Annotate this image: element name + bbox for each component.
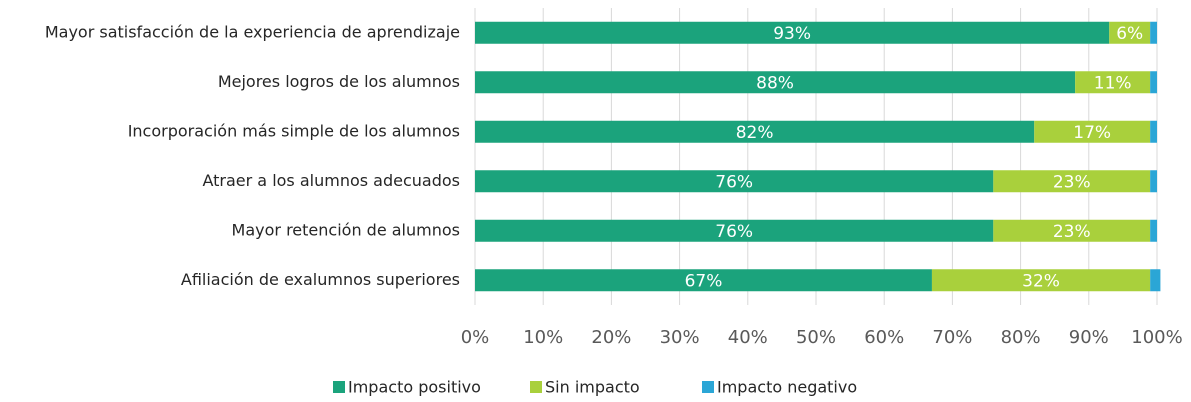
- data-label: 6%: [1116, 24, 1143, 44]
- data-label: 76%: [715, 222, 753, 242]
- data-label: 93%: [773, 24, 811, 44]
- legend-swatch: [702, 381, 714, 393]
- legend-label: Impacto negativo: [717, 378, 857, 397]
- legend-label: Impacto positivo: [348, 378, 481, 397]
- data-label: 23%: [1053, 222, 1091, 242]
- category-label: Atraer a los alumnos adecuados: [202, 171, 460, 190]
- bar-segment: [1150, 219, 1157, 242]
- bar-segment: [1150, 21, 1157, 44]
- bar-segment: [1150, 120, 1157, 143]
- x-tick-label: 20%: [591, 327, 631, 348]
- x-tick-label: 50%: [796, 327, 836, 348]
- data-label: 32%: [1022, 271, 1060, 291]
- x-tick-label: 30%: [660, 327, 700, 348]
- data-label: 76%: [715, 172, 753, 192]
- bar-segment: [475, 120, 1035, 143]
- category-label: Mayor satisfacción de la experiencia de …: [45, 22, 460, 41]
- bar-segment: [931, 269, 1151, 292]
- x-tick-label: 0%: [461, 327, 490, 348]
- x-tick-label: 40%: [728, 327, 768, 348]
- bar-segment: [1150, 170, 1157, 193]
- bar-segment: [1150, 269, 1161, 292]
- x-tick-label: 10%: [523, 327, 563, 348]
- bar-segment: [1034, 120, 1151, 143]
- legend-swatch: [333, 381, 345, 393]
- category-label: Afiliación de exalumnos superiores: [181, 270, 460, 289]
- bar-segment: [1075, 71, 1151, 94]
- x-tick-label: 100%: [1131, 327, 1182, 348]
- bar-segment: [475, 170, 994, 193]
- category-label: Incorporación más simple de los alumnos: [128, 121, 460, 140]
- x-tick-label: 90%: [1069, 327, 1109, 348]
- x-tick-label: 80%: [1001, 327, 1041, 348]
- bar-segment: [993, 219, 1151, 242]
- data-label: 67%: [685, 271, 723, 291]
- data-label: 23%: [1053, 172, 1091, 192]
- data-label: 88%: [756, 73, 794, 93]
- bar-segment: [475, 269, 932, 292]
- bar-segment: [1109, 21, 1151, 44]
- data-label: 82%: [736, 123, 774, 143]
- x-tick-label: 60%: [864, 327, 904, 348]
- data-label: 11%: [1094, 73, 1132, 93]
- category-label: Mejores logros de los alumnos: [218, 72, 460, 91]
- data-label: 17%: [1073, 123, 1111, 143]
- bar-segment: [1150, 71, 1157, 94]
- bar-segment: [475, 71, 1076, 94]
- legend-label: Sin impacto: [545, 378, 640, 397]
- bar-segment: [475, 21, 1110, 44]
- bar-segment: [475, 219, 994, 242]
- legend-swatch: [530, 381, 542, 393]
- category-label: Mayor retención de alumnos: [232, 220, 460, 239]
- bar-segment: [993, 170, 1151, 193]
- x-tick-label: 70%: [932, 327, 972, 348]
